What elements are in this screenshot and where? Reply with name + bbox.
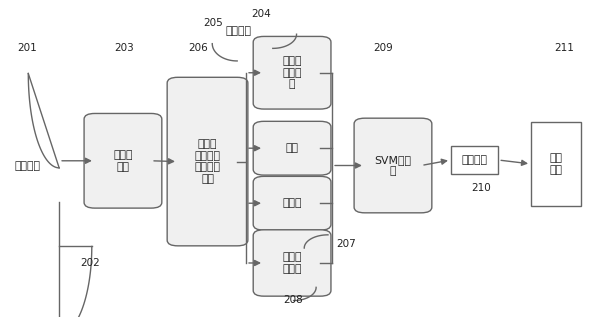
- Text: 加视窗
与取音
框: 加视窗 与取音 框: [282, 56, 302, 89]
- Text: 209: 209: [374, 43, 394, 53]
- Text: 201: 201: [17, 43, 37, 53]
- Text: 202: 202: [80, 259, 99, 268]
- Text: 203: 203: [114, 43, 134, 53]
- Text: SVM训练
器: SVM训练 器: [374, 155, 412, 176]
- Text: 208: 208: [283, 295, 302, 305]
- Text: 205: 205: [204, 18, 223, 28]
- Text: 共振峰: 共振峰: [282, 198, 302, 208]
- FancyBboxPatch shape: [84, 114, 162, 208]
- FancyBboxPatch shape: [167, 77, 248, 246]
- Text: 语音接
收器: 语音接 收器: [113, 150, 133, 172]
- FancyBboxPatch shape: [253, 121, 331, 175]
- Text: 梅尔倒
频系数: 梅尔倒 频系数: [282, 252, 302, 274]
- Text: 206: 206: [188, 43, 208, 53]
- Text: 音高: 音高: [286, 143, 298, 153]
- Text: 211: 211: [555, 43, 574, 53]
- Text: 前处理
（非语音
与语音区
分）: 前处理 （非语音 与语音区 分）: [195, 139, 220, 184]
- FancyBboxPatch shape: [451, 146, 498, 174]
- FancyBboxPatch shape: [531, 122, 582, 205]
- Text: 210: 210: [471, 183, 491, 193]
- FancyBboxPatch shape: [253, 230, 331, 296]
- FancyBboxPatch shape: [354, 118, 432, 213]
- Text: 情绪
分类: 情绪 分类: [550, 153, 562, 175]
- Text: 特征提取: 特征提取: [225, 27, 252, 36]
- Text: 辨识模型: 辨识模型: [462, 155, 488, 165]
- Text: 207: 207: [336, 239, 356, 249]
- Text: 语音信号: 语音信号: [14, 161, 41, 171]
- Text: 204: 204: [251, 9, 271, 19]
- FancyBboxPatch shape: [253, 36, 331, 109]
- FancyBboxPatch shape: [253, 176, 331, 230]
